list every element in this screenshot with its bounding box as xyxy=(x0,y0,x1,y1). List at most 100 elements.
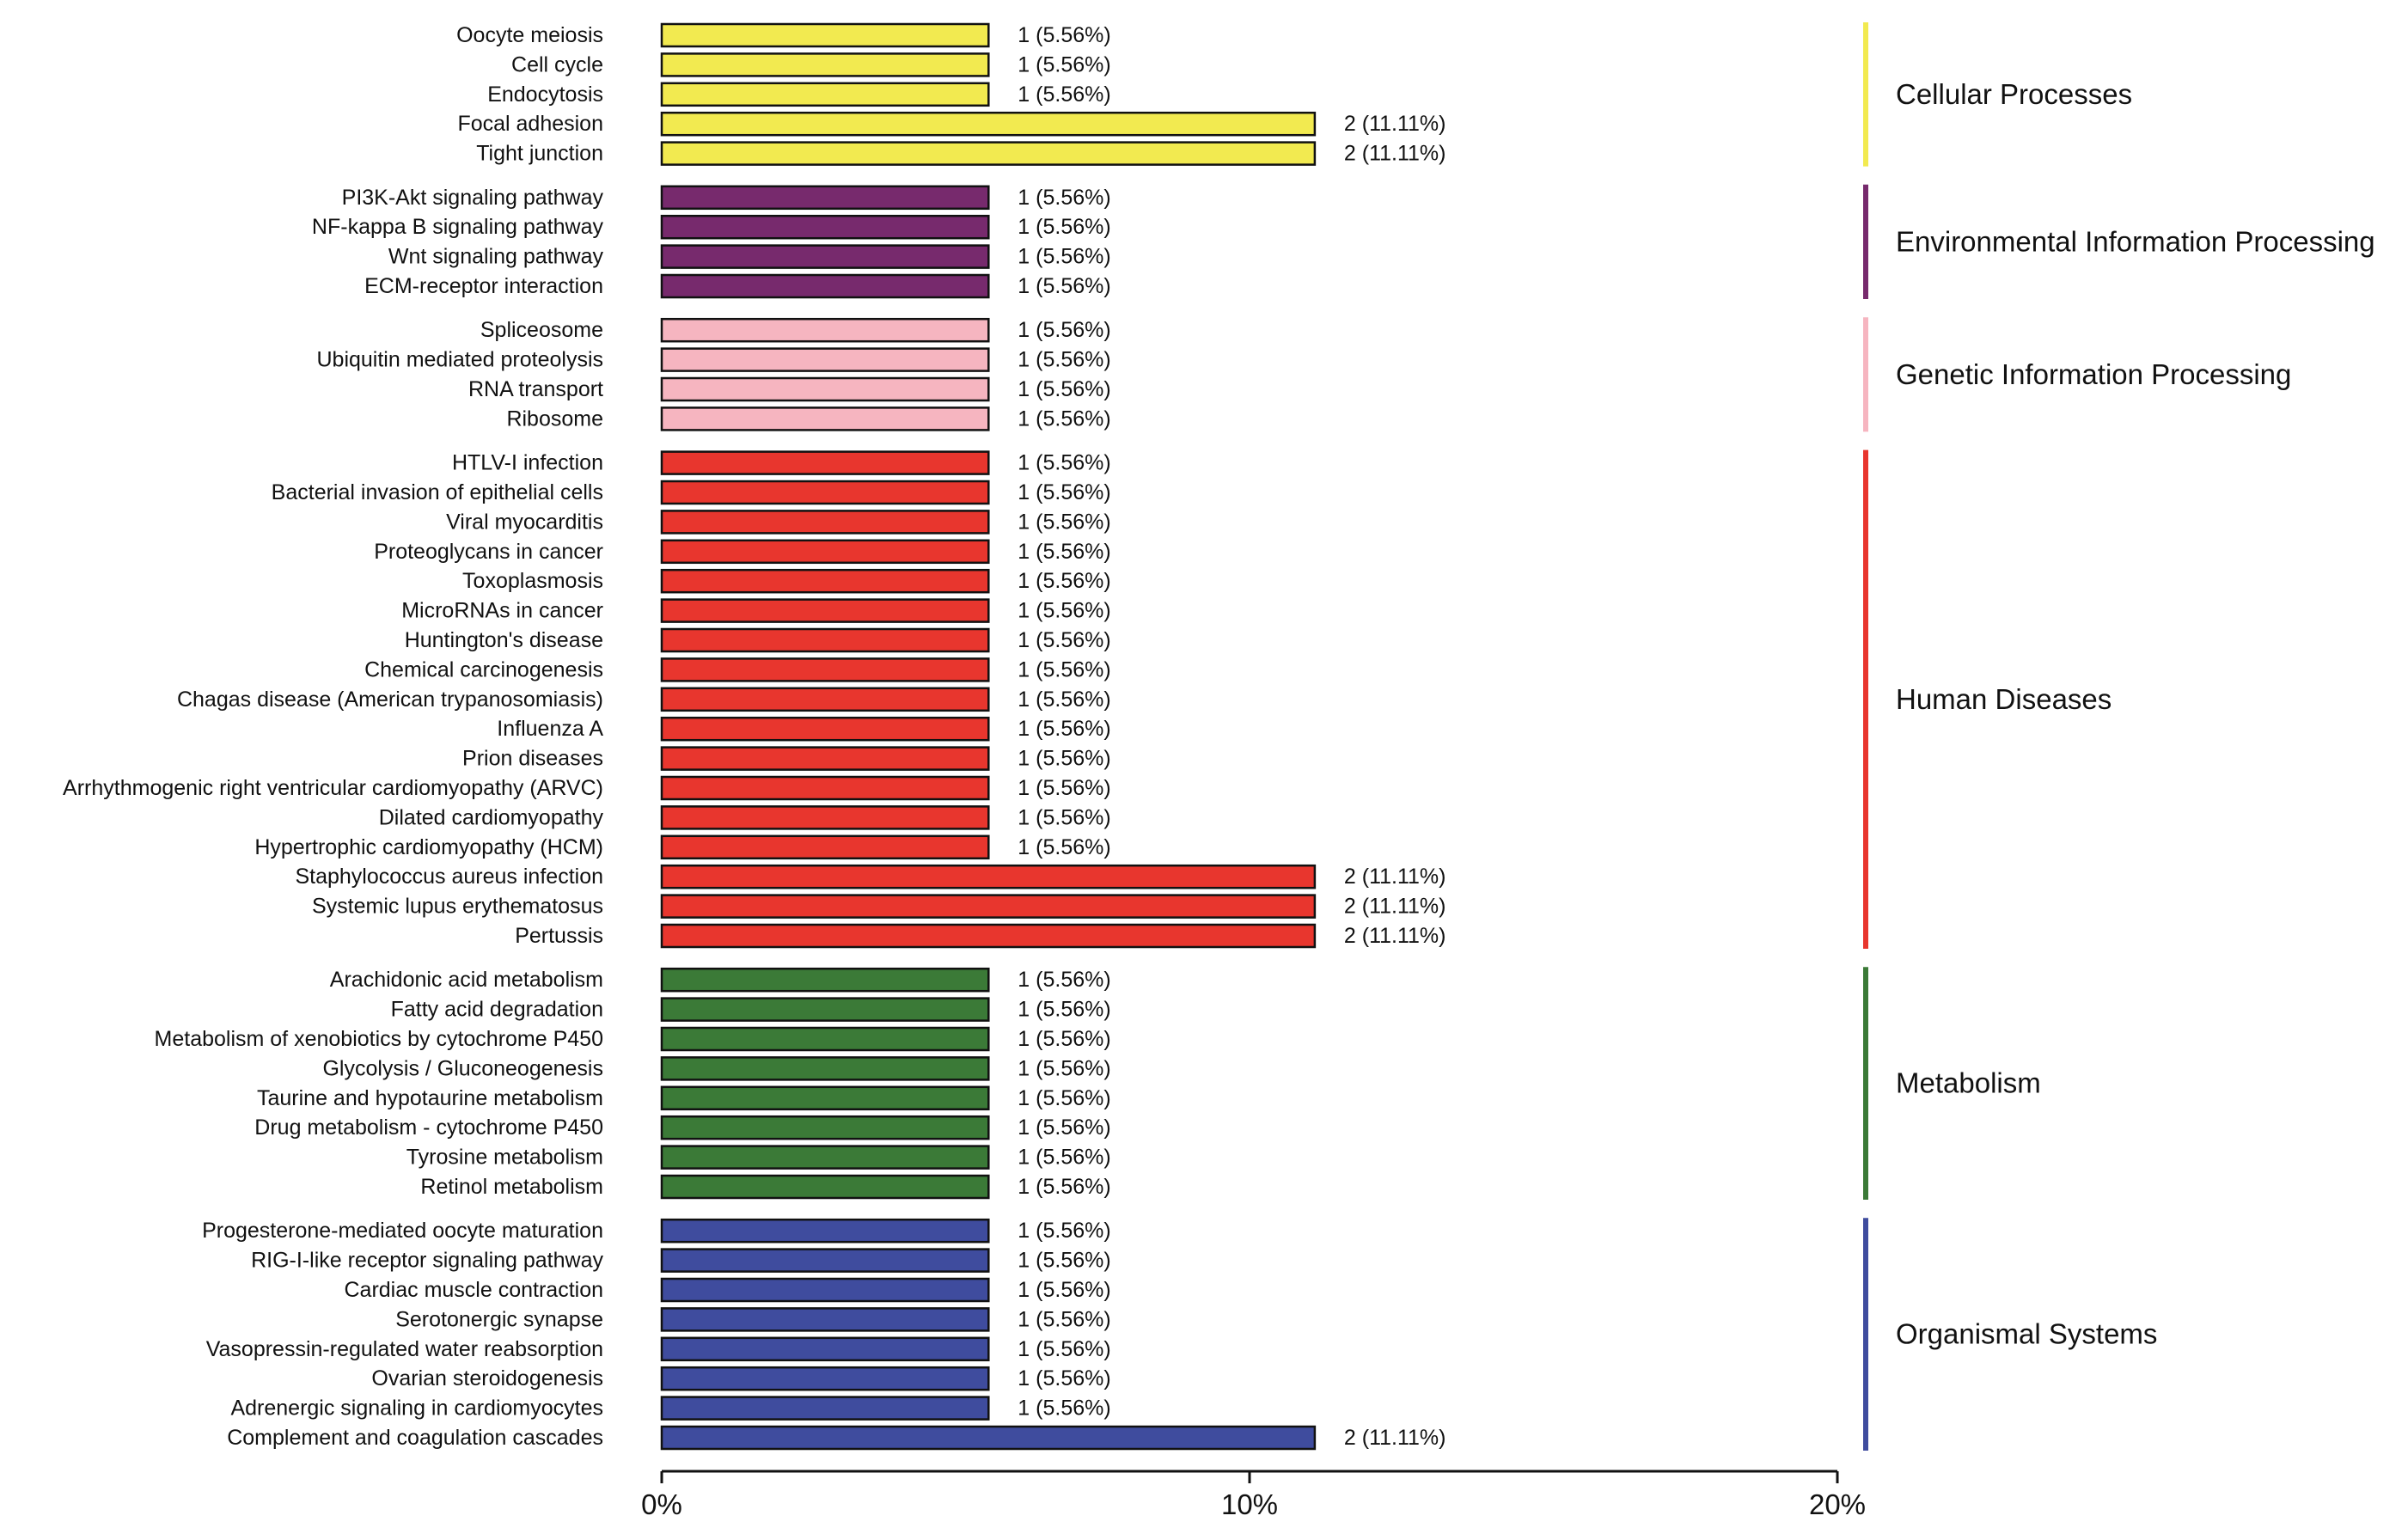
pathway-label: Prion diseases xyxy=(462,747,603,771)
value-label: 1 (5.56%) xyxy=(1018,1146,1110,1170)
x-tick-label: 0% xyxy=(641,1488,682,1520)
bar-focal-adhesion xyxy=(660,111,1317,137)
bar-taurine-and-hypotaurine-metabolism xyxy=(660,1085,990,1111)
bar-proteoglycans-in-cancer xyxy=(660,539,990,565)
bar-systemic-lupus-erythematosus xyxy=(660,894,1317,919)
pathway-labels-layer: Oocyte meiosis Cell cycle Endocytosis Focal… xyxy=(63,23,603,1450)
pathway-label: Dilated cardiomyopathy xyxy=(379,805,604,829)
bar-tyrosine-metabolism xyxy=(660,1145,990,1170)
bar-endocytosis xyxy=(660,82,990,107)
bar-micrornas-in-cancer xyxy=(660,598,990,623)
bar-serotonergic-synapse xyxy=(660,1307,990,1332)
bar-fatty-acid-degradation xyxy=(660,997,990,1022)
category-label: Human Diseases xyxy=(1896,683,2112,715)
value-label: 1 (5.56%) xyxy=(1018,569,1110,593)
bar-spliceosome xyxy=(660,317,990,343)
value-label: 1 (5.56%) xyxy=(1018,52,1110,76)
bar-influenza-a xyxy=(660,716,990,742)
category-label: Metabolism xyxy=(1896,1067,2041,1099)
x-tick-label: 20% xyxy=(1809,1488,1866,1520)
x-axis: 0% 10% 20% xyxy=(641,1470,1866,1520)
pathway-label: Arachidonic acid metabolism xyxy=(330,968,603,992)
bar-cardiac-muscle-contraction xyxy=(660,1277,990,1303)
category-label: Environmental Information Processing xyxy=(1896,225,2375,257)
value-label: 1 (5.56%) xyxy=(1018,377,1110,401)
pathway-label: Chemical carcinogenesis xyxy=(364,657,603,681)
value-label: 1 (5.56%) xyxy=(1018,1337,1110,1361)
bar-ubiquitin-mediated-proteolysis xyxy=(660,347,990,372)
value-label: 1 (5.56%) xyxy=(1018,1307,1110,1331)
value-label: 1 (5.56%) xyxy=(1018,657,1110,681)
bar-dilated-cardiomyopathy xyxy=(660,805,990,830)
pathway-label: Viral myocarditis xyxy=(446,510,603,534)
bar-complement-and-coagulation-cascades xyxy=(660,1425,1317,1451)
pathway-label: Retinol metabolism xyxy=(420,1175,603,1199)
value-label: 1 (5.56%) xyxy=(1018,245,1110,269)
bar-cell-cycle xyxy=(660,52,990,77)
pathway-label: Fatty acid degradation xyxy=(391,998,603,1022)
value-label: 1 (5.56%) xyxy=(1018,406,1110,431)
pathway-label: Bacterial invasion of epithelial cells xyxy=(272,480,603,504)
pathway-label: Ubiquitin mediated proteolysis xyxy=(316,348,603,372)
value-label: 1 (5.56%) xyxy=(1018,998,1110,1022)
pathway-label: Influenza A xyxy=(497,717,603,741)
value-label: 1 (5.56%) xyxy=(1018,274,1110,298)
bar-glycolysis-gluconeogenesis xyxy=(660,1056,990,1081)
value-label: 1 (5.56%) xyxy=(1018,1175,1110,1199)
bars-layer xyxy=(660,22,1317,1451)
value-label: 1 (5.56%) xyxy=(1018,1086,1110,1110)
bar-metabolism-of-xenobiotics-by-cytochrome-p450 xyxy=(660,1026,990,1052)
bar-prion-diseases xyxy=(660,746,990,771)
value-label: 1 (5.56%) xyxy=(1018,83,1110,107)
value-label: 1 (5.56%) xyxy=(1018,1027,1110,1051)
value-label: 1 (5.56%) xyxy=(1018,835,1110,859)
pathway-label: Adrenergic signaling in cardiomyocytes xyxy=(230,1396,603,1421)
bar-ribosome xyxy=(660,406,990,431)
value-label: 1 (5.56%) xyxy=(1018,451,1110,475)
x-tick-label: 10% xyxy=(1221,1488,1278,1520)
value-label: 1 (5.56%) xyxy=(1018,628,1110,652)
bar-staphylococcus-aureus-infection xyxy=(660,864,1317,889)
pathway-label: Wnt signaling pathway xyxy=(388,245,604,269)
value-label: 2 (11.11%) xyxy=(1344,865,1446,889)
value-label: 1 (5.56%) xyxy=(1018,480,1110,504)
pathway-label: Cell cycle xyxy=(511,52,603,76)
value-label: 1 (5.56%) xyxy=(1018,318,1110,342)
pathway-label: Arrhythmogenic right ventricular cardiom… xyxy=(63,776,603,800)
bar-rna-transport xyxy=(660,376,990,402)
bar-huntington-s-disease xyxy=(660,627,990,653)
pathway-label: Tight junction xyxy=(476,142,603,166)
pathway-label: Huntington's disease xyxy=(405,628,603,652)
pathway-label: Ribosome xyxy=(506,406,603,431)
value-label: 1 (5.56%) xyxy=(1018,186,1110,210)
bar-drug-metabolism-cytochrome-p450 xyxy=(660,1115,990,1140)
pathway-label: Metabolism of xenobiotics by cytochrome … xyxy=(155,1027,603,1051)
pathway-label: Toxoplasmosis xyxy=(462,569,603,593)
bar-adrenergic-signaling-in-cardiomyocytes xyxy=(660,1396,990,1421)
value-label: 1 (5.56%) xyxy=(1018,1056,1110,1080)
pathway-label: Oocyte meiosis xyxy=(456,23,603,47)
pathway-label: Focal adhesion xyxy=(457,112,603,136)
pathway-label: NF-kappa B signaling pathway xyxy=(312,215,604,239)
pathway-label: RNA transport xyxy=(468,377,603,401)
value-label: 1 (5.56%) xyxy=(1018,1396,1110,1421)
bar-rig-i-like-receptor-signaling-pathway xyxy=(660,1248,990,1273)
value-label: 1 (5.56%) xyxy=(1018,1249,1110,1273)
bar-nf-kappa-b-signaling-pathway xyxy=(660,214,990,240)
value-label: 1 (5.56%) xyxy=(1018,1278,1110,1302)
pathway-label: RIG-I-like receptor signaling pathway xyxy=(251,1249,603,1273)
pathway-label: Tyrosine metabolism xyxy=(406,1146,603,1170)
value-label: 2 (11.11%) xyxy=(1344,924,1446,948)
pathway-label: Systemic lupus erythematosus xyxy=(312,895,603,919)
value-label: 1 (5.56%) xyxy=(1018,1366,1110,1390)
value-label: 1 (5.56%) xyxy=(1018,776,1110,800)
category-label: Genetic Information Processing xyxy=(1896,358,2291,390)
pathway-label: ECM-receptor interaction xyxy=(364,274,603,298)
value-label: 2 (11.11%) xyxy=(1344,895,1446,919)
value-label: 2 (11.11%) xyxy=(1344,1426,1446,1450)
pathway-label: Chagas disease (American trypanosomiasis… xyxy=(177,688,603,712)
value-label: 1 (5.56%) xyxy=(1018,747,1110,771)
pathway-label: Endocytosis xyxy=(487,83,603,107)
value-label: 2 (11.11%) xyxy=(1344,142,1446,166)
